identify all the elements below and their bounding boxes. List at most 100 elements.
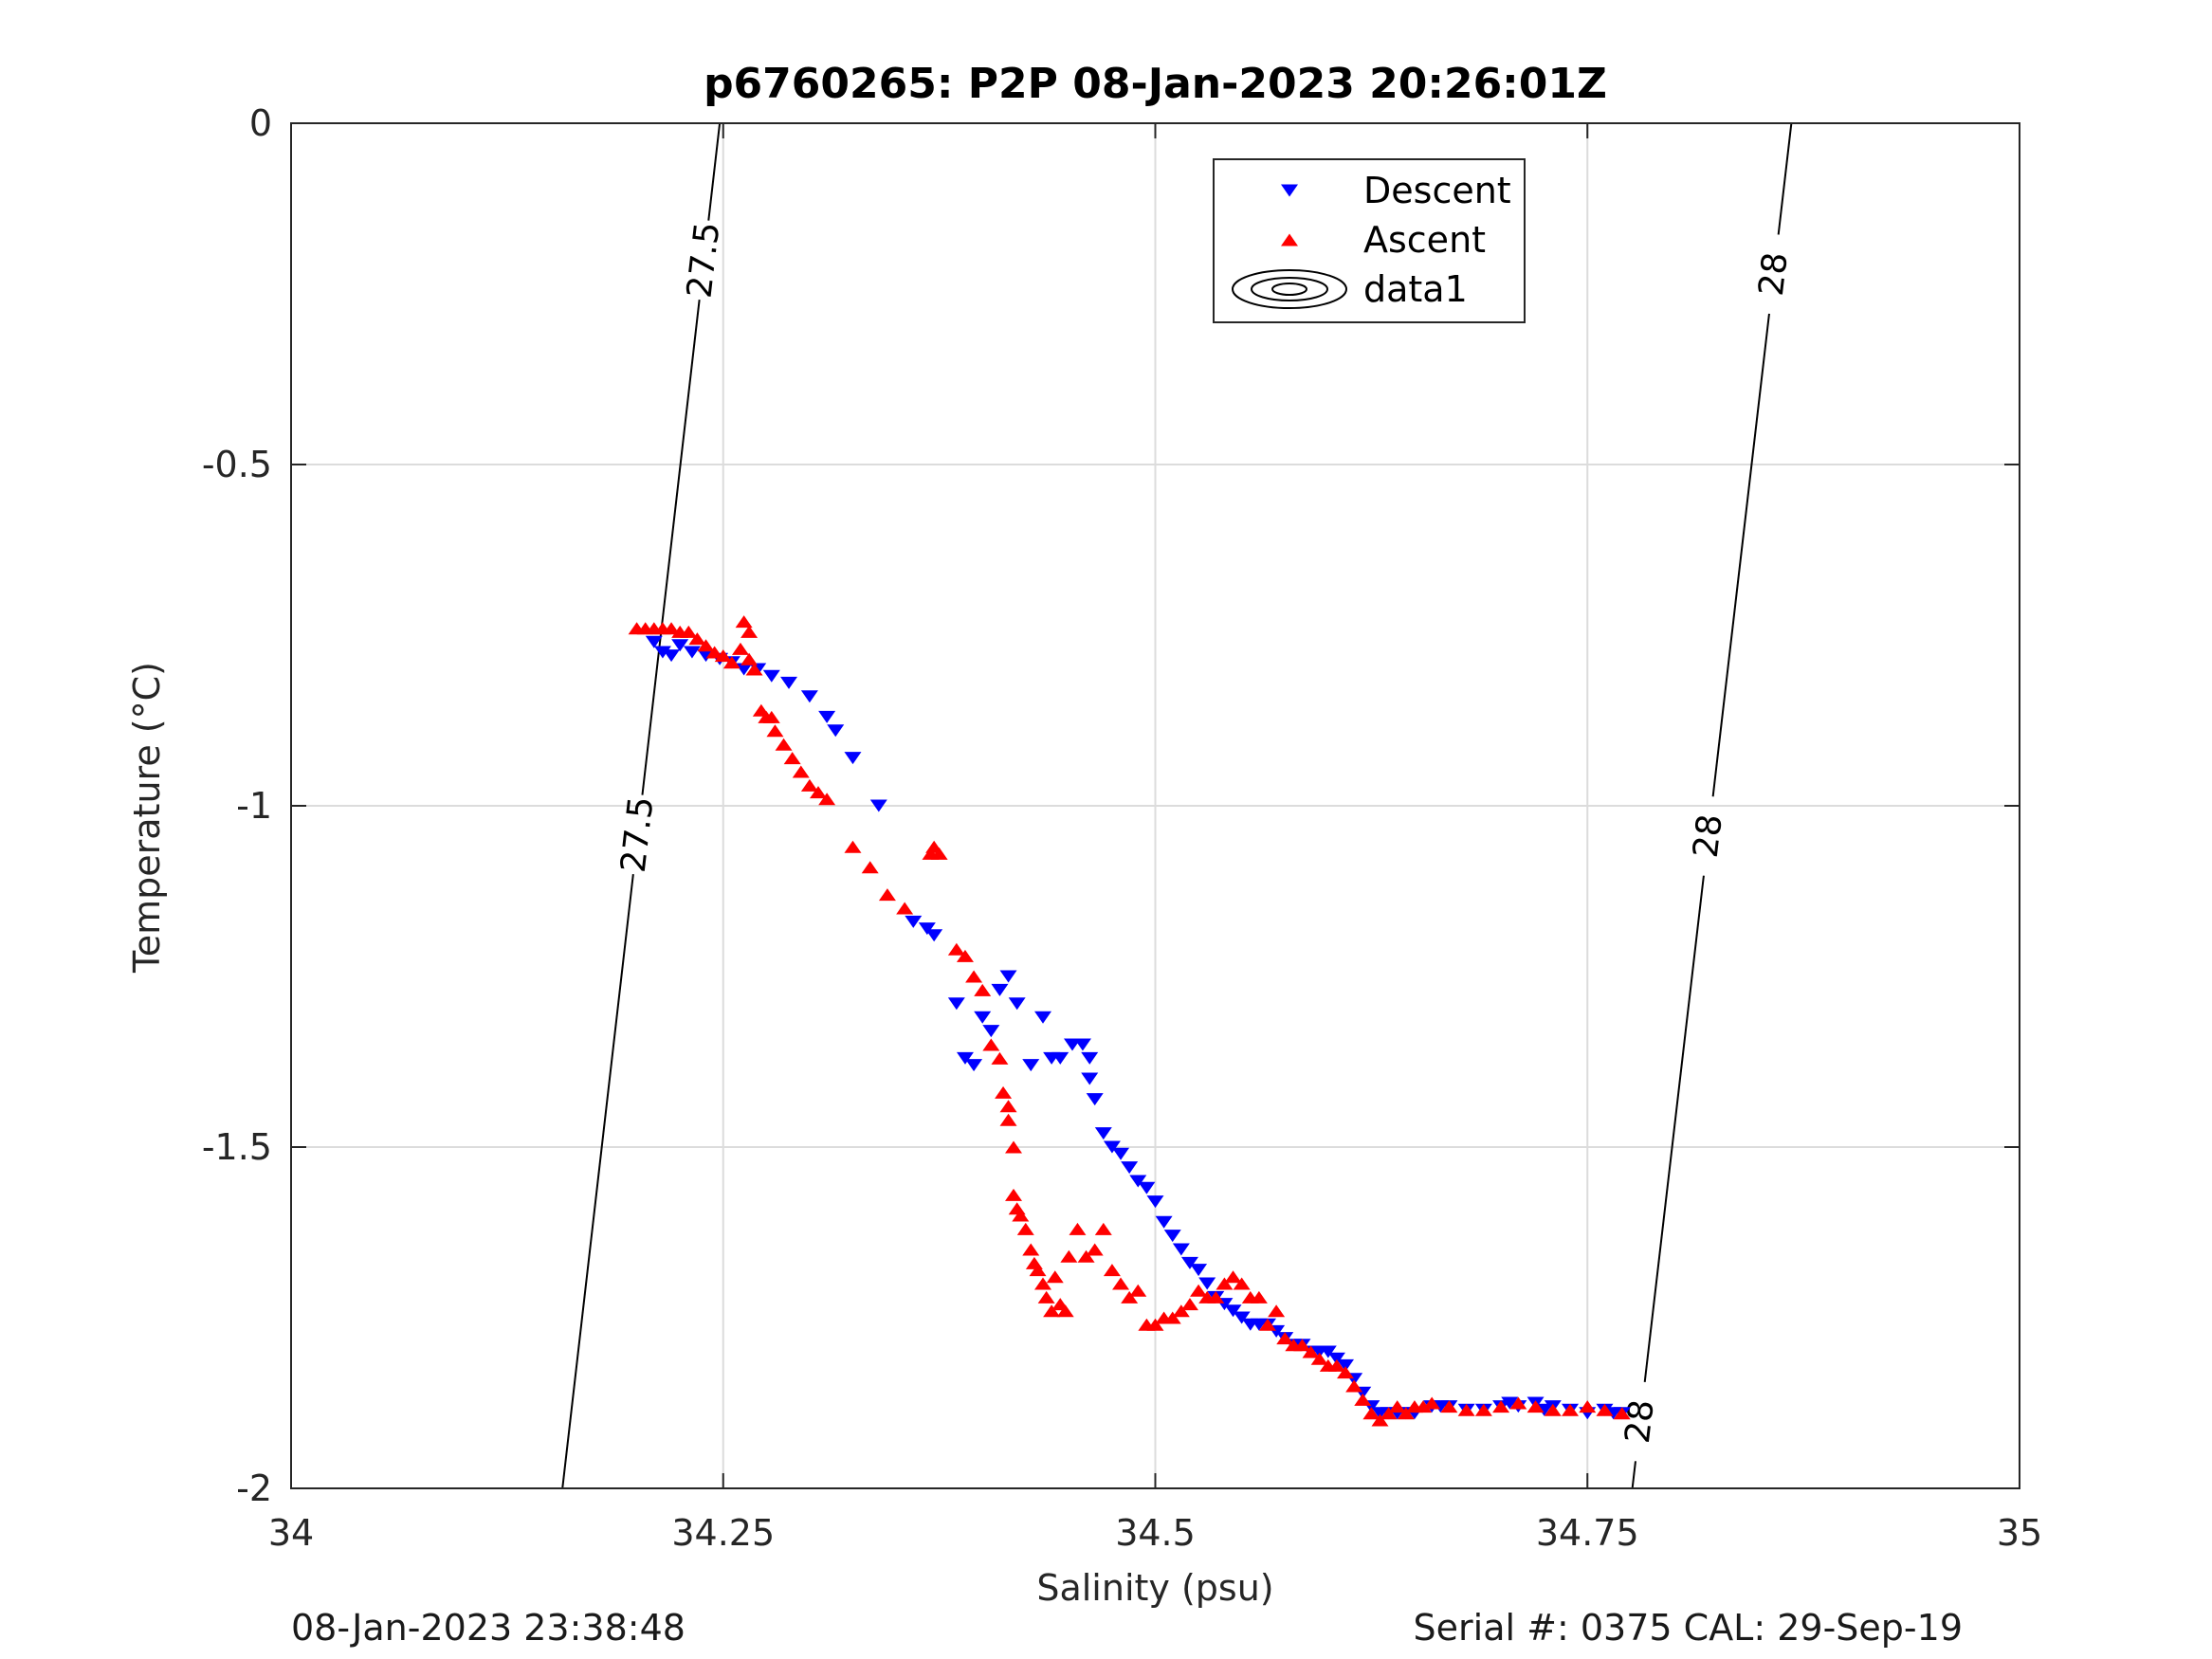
descent-point [1327,1352,1345,1365]
isopycnal-label: 28 [1687,812,1730,860]
descent-point [1086,1093,1104,1106]
legend-label: Descent [1363,170,1511,211]
ascent-point [947,942,965,956]
ascent-point [1596,1403,1614,1416]
ascent-point [1103,1264,1121,1277]
ascent-point [1302,1345,1320,1358]
ascent-point [1388,1400,1406,1413]
isopycnal-segment [1643,875,1705,1382]
isopycnal-segment [1711,313,1770,797]
ascent-point [775,738,793,751]
ascent-point [991,1051,1009,1065]
ascent-point [1457,1403,1475,1416]
data-markers [628,615,1631,1427]
ascent-point [1224,1270,1242,1284]
series-ascent [628,615,1631,1427]
ascent-point [995,1085,1013,1099]
ascent-point [1440,1400,1458,1413]
descent-point [918,922,936,936]
x-tick-label: 35 [1997,1512,2042,1554]
isopycnal-segment [561,874,634,1489]
legend: Descent Ascent data1 [1213,158,1526,323]
isopycnal-label: 27.5 [614,794,662,874]
ascent-point [762,710,780,723]
legend-label: Ascent [1363,219,1486,261]
x-axis-label: Salinity (psu) [1036,1567,1273,1609]
ascent-point [1293,1339,1311,1352]
isopycnal-segment [707,122,722,221]
descent-point [1094,1127,1112,1140]
descent-point [800,690,818,703]
ascent-point [735,615,753,629]
descent-point [762,669,780,683]
ascent-point [1037,1290,1055,1304]
ascent-point [1060,1249,1078,1263]
ascent-point [1163,1311,1181,1324]
ascent-point [878,888,896,902]
ascent-point [1034,1277,1052,1290]
y-tick-label: -2 [236,1468,272,1509]
ascent-point [1492,1400,1510,1413]
descent-point [982,1025,1000,1038]
ascent-point [1526,1400,1545,1413]
descent-point [818,710,836,723]
ascent-point [1544,1403,1562,1416]
descent-point [1073,1038,1091,1051]
ascent-point [930,847,948,860]
ascent-point [1216,1277,1234,1290]
ascent-point [688,632,706,646]
ascent-point [1180,1298,1198,1311]
descent-point [1190,1264,1208,1277]
ascent-point [1397,1407,1415,1420]
ascent-point [818,793,836,806]
ascent-point [1362,1407,1380,1420]
descent-point [947,997,965,1011]
ascent-point [999,1113,1017,1126]
ascent-point [956,949,974,962]
ascent-point [861,861,879,874]
footer-serial-cal: Serial #: 0375 CAL: 29-Sep-19 [1413,1607,1963,1649]
descent-point [1180,1256,1198,1269]
descent-point [1337,1358,1355,1372]
y-axis-label: Temperature (°C) [126,662,168,974]
descent-point [844,752,862,765]
x-tick-label: 34.75 [1536,1512,1639,1554]
descent-point [1501,1396,1519,1410]
descent-point [1022,1059,1040,1072]
ascent-point [745,663,763,676]
ascent-point [697,639,715,652]
legend-label: data1 [1363,268,1468,310]
ascent-point [1371,1413,1389,1427]
legend-box [1213,158,1526,323]
ascent-point [1337,1366,1355,1379]
ascent-point [1562,1403,1580,1416]
ascent-point [1172,1304,1190,1318]
ascent-point [1354,1393,1372,1406]
isopycnal-label: 28 [1618,1397,1662,1445]
ascent-point [1146,1318,1164,1331]
y-tick-label: -0.5 [202,444,272,485]
ascent-point [1258,1318,1276,1331]
chart-title: p6760265: P2P 08-Jan-2023 20:26:01Z [704,60,1607,108]
descent-point [869,799,887,812]
ascent-point [1112,1277,1130,1290]
ascent-point [1005,1188,1023,1201]
ascent-point [982,1038,1000,1051]
ascent-point [896,902,914,915]
descent-point [735,663,753,676]
descent-point [1112,1147,1130,1160]
ascent-point [800,778,818,792]
y-tick-label: 0 [249,102,272,144]
ascent-point [1268,1304,1286,1318]
descent-point [1129,1175,1147,1188]
descent-point [780,676,798,689]
descent-point [1081,1051,1099,1065]
descent-point [1198,1277,1216,1290]
descent-point [999,970,1017,983]
ascent-point [844,840,862,853]
ascent-point [1380,1407,1398,1420]
descent-point [1172,1243,1190,1256]
ascent-point [766,724,784,738]
ascent-point [1190,1284,1208,1297]
ascent-point [783,752,801,765]
